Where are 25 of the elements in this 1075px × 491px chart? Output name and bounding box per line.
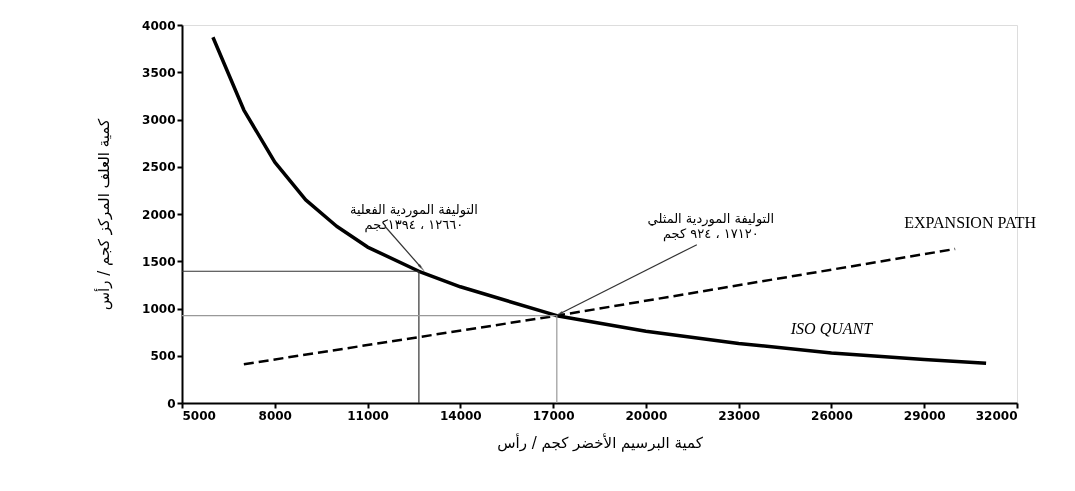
- x-tick-label: 5000: [182, 408, 216, 423]
- series-label: ISO QUANT: [789, 319, 874, 337]
- y-tick-label: 500: [150, 349, 176, 364]
- y-tick-label: 0: [167, 396, 176, 411]
- x-tick-label: 17000: [532, 408, 575, 423]
- y-tick-label: 1000: [142, 302, 176, 316]
- series-label: EXPANSION PATH: [904, 213, 1037, 231]
- y-tick-label: 3000: [142, 113, 176, 127]
- y-tick-label: 1500: [142, 254, 176, 269]
- x-tick-label: 26000: [811, 408, 853, 423]
- annotation: التوليفة الموردية المثلي ١٧١٢٠ ، ٩٢٤ كجم: [647, 210, 775, 242]
- x-tick-label: 29000: [903, 408, 946, 423]
- y-tick-label: 4000: [142, 18, 176, 33]
- x-tick-label: 11000: [347, 408, 389, 423]
- annotation: التوليفة الموردية الفعلية ١٢٦٦٠ ، ١٣٩٤كجم: [349, 202, 478, 234]
- y-tick-label: 2500: [142, 160, 176, 175]
- y-tick-label: 2000: [142, 207, 176, 222]
- x-tick-label: 8000: [258, 408, 292, 423]
- x-axis-title: كمية البرسيم الأخضر كجم / رأس: [497, 432, 704, 452]
- x-tick-label: 23000: [718, 408, 761, 423]
- x-tick-label: 20000: [625, 408, 668, 423]
- y-axis-title: كمية العلف المركز كجم / رأس: [94, 117, 114, 311]
- y-tick-label: 3500: [142, 65, 176, 80]
- x-tick-label: 14000: [439, 408, 482, 423]
- x-tick-label: 32000: [975, 408, 1018, 423]
